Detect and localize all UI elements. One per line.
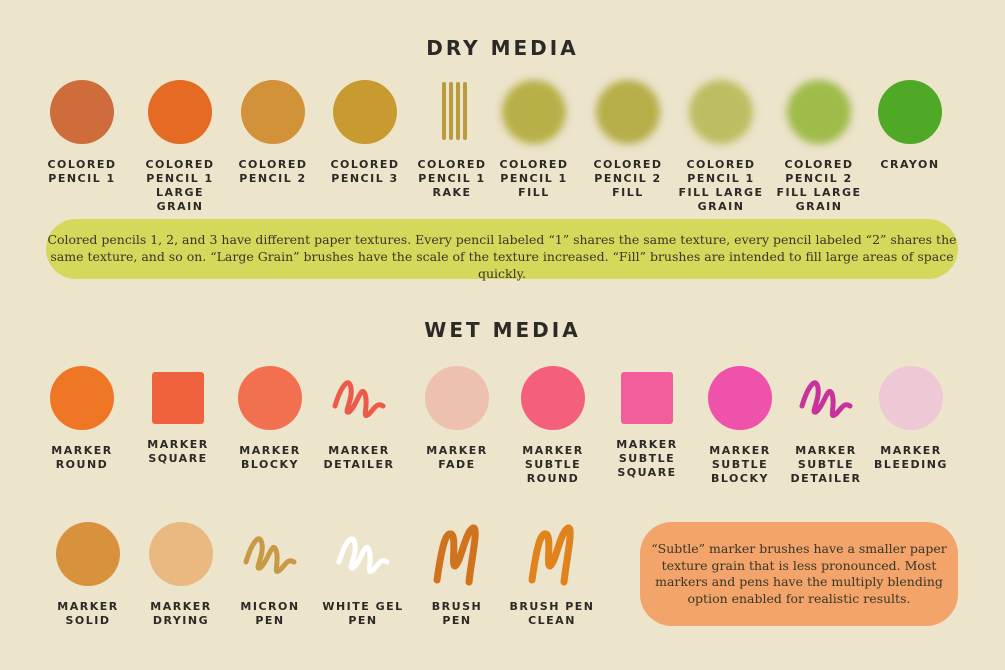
brush-label: MARKER FADE xyxy=(426,444,488,471)
brush-item: MARKER SUBTLE ROUND xyxy=(505,366,601,486)
circle-swatch xyxy=(56,522,120,586)
brush-item: MARKER SUBTLE DETAILER xyxy=(778,366,874,486)
circle-swatch xyxy=(708,366,772,430)
brush-item: MARKER SOLID xyxy=(40,522,136,628)
brush-label: MARKER DRYING xyxy=(150,600,212,627)
brush-label: COLORED PENCIL 1 FILL LARGE GRAIN xyxy=(678,158,764,213)
rake-swatch xyxy=(420,80,484,144)
circle-swatch xyxy=(50,80,114,144)
brush-label: MARKER SOLID xyxy=(57,600,119,627)
circle-swatch xyxy=(241,80,305,144)
fill-swatch xyxy=(689,80,753,144)
brush-item: COLORED PENCIL 2 xyxy=(225,80,321,186)
brush-item: COLORED PENCIL 1 FILL xyxy=(486,80,582,200)
brush-item: BRUSH PEN xyxy=(409,522,505,628)
brush-label: MARKER SUBTLE SQUARE xyxy=(616,438,678,479)
brush-item: MARKER SUBTLE BLOCKY xyxy=(692,366,788,486)
brush-label: COLORED PENCIL 2 FILL LARGE GRAIN xyxy=(776,158,862,213)
brush-label: COLORED PENCIL 2 xyxy=(238,158,308,185)
brush-item: COLORED PENCIL 1 LARGE GRAIN xyxy=(132,80,228,214)
brush-label: MARKER DETAILER xyxy=(323,444,395,471)
brush-item: BRUSH PEN CLEAN xyxy=(504,522,600,628)
brush-label: CRAYON xyxy=(880,158,940,171)
brush-item: MICRON PEN xyxy=(222,522,318,628)
brush-item: COLORED PENCIL 1 xyxy=(34,80,130,186)
brush-label: MICRON PEN xyxy=(240,600,300,627)
brush-item: MARKER DRYING xyxy=(133,522,229,628)
brush-item: COLORED PENCIL 1 RAKE xyxy=(404,80,500,200)
brush-item: MARKER BLEEDING xyxy=(863,366,959,472)
brush-label: COLORED PENCIL 2 FILL xyxy=(593,158,663,199)
brush-item: MARKER SQUARE xyxy=(130,366,226,466)
circle-swatch xyxy=(333,80,397,144)
brush-label: COLORED PENCIL 1 FILL xyxy=(499,158,569,199)
dry-media-note: Colored pencils 1, 2, and 3 have differe… xyxy=(46,219,958,281)
brush-label: COLORED PENCIL 1 xyxy=(47,158,117,185)
squiggle-swatch xyxy=(794,366,858,430)
wet-media-title: WET MEDIA xyxy=(424,318,581,342)
circle-swatch xyxy=(879,366,943,430)
square-swatch xyxy=(621,372,673,424)
brush-label: MARKER SUBTLE ROUND xyxy=(522,444,584,485)
fill-swatch xyxy=(596,80,660,144)
brush-item: COLORED PENCIL 1 FILL LARGE GRAIN xyxy=(673,80,769,214)
brush-item: COLORED PENCIL 2 FILL xyxy=(580,80,676,200)
brush-label: WHITE GEL PEN xyxy=(322,600,404,627)
fill-swatch xyxy=(787,80,851,144)
brush-item: MARKER BLOCKY xyxy=(222,366,318,472)
brush-swatch xyxy=(520,522,584,586)
brush-label: COLORED PENCIL 1 LARGE GRAIN xyxy=(145,158,215,213)
circle-swatch xyxy=(521,366,585,430)
brush-label: MARKER BLOCKY xyxy=(239,444,301,471)
brush-label: MARKER SQUARE xyxy=(147,438,209,465)
brush-label: COLORED PENCIL 3 xyxy=(330,158,400,185)
wet-media-note: “Subtle” marker brushes have a smaller p… xyxy=(640,522,958,626)
brush-item: MARKER SUBTLE SQUARE xyxy=(599,366,695,480)
brush-item: MARKER DETAILER xyxy=(311,366,407,472)
brush-label: MARKER SUBTLE DETAILER xyxy=(790,444,862,485)
circle-swatch xyxy=(149,522,213,586)
brush-label: MARKER ROUND xyxy=(51,444,113,471)
brush-item: MARKER ROUND xyxy=(34,366,130,472)
squiggle-swatch xyxy=(331,522,395,586)
brush-label: BRUSH PEN CLEAN xyxy=(509,600,595,627)
brush-item: CRAYON xyxy=(862,80,958,172)
brush-item: MARKER FADE xyxy=(409,366,505,472)
brush-label: COLORED PENCIL 1 RAKE xyxy=(417,158,487,199)
circle-swatch xyxy=(50,366,114,430)
brush-label: MARKER SUBTLE BLOCKY xyxy=(709,444,771,485)
dry-media-title: DRY MEDIA xyxy=(426,36,579,60)
brush-item: WHITE GEL PEN xyxy=(315,522,411,628)
circle-swatch xyxy=(425,366,489,430)
fill-swatch xyxy=(502,80,566,144)
brush-label: BRUSH PEN xyxy=(431,600,483,627)
squiggle-swatch xyxy=(238,522,302,586)
brush-item: COLORED PENCIL 3 xyxy=(317,80,413,186)
brush-label: MARKER BLEEDING xyxy=(874,444,948,471)
brush-swatch xyxy=(425,522,489,586)
brush-item: COLORED PENCIL 2 FILL LARGE GRAIN xyxy=(771,80,867,214)
circle-swatch xyxy=(148,80,212,144)
circle-swatch xyxy=(878,80,942,144)
circle-swatch xyxy=(238,366,302,430)
square-swatch xyxy=(152,372,204,424)
squiggle-swatch xyxy=(327,366,391,430)
